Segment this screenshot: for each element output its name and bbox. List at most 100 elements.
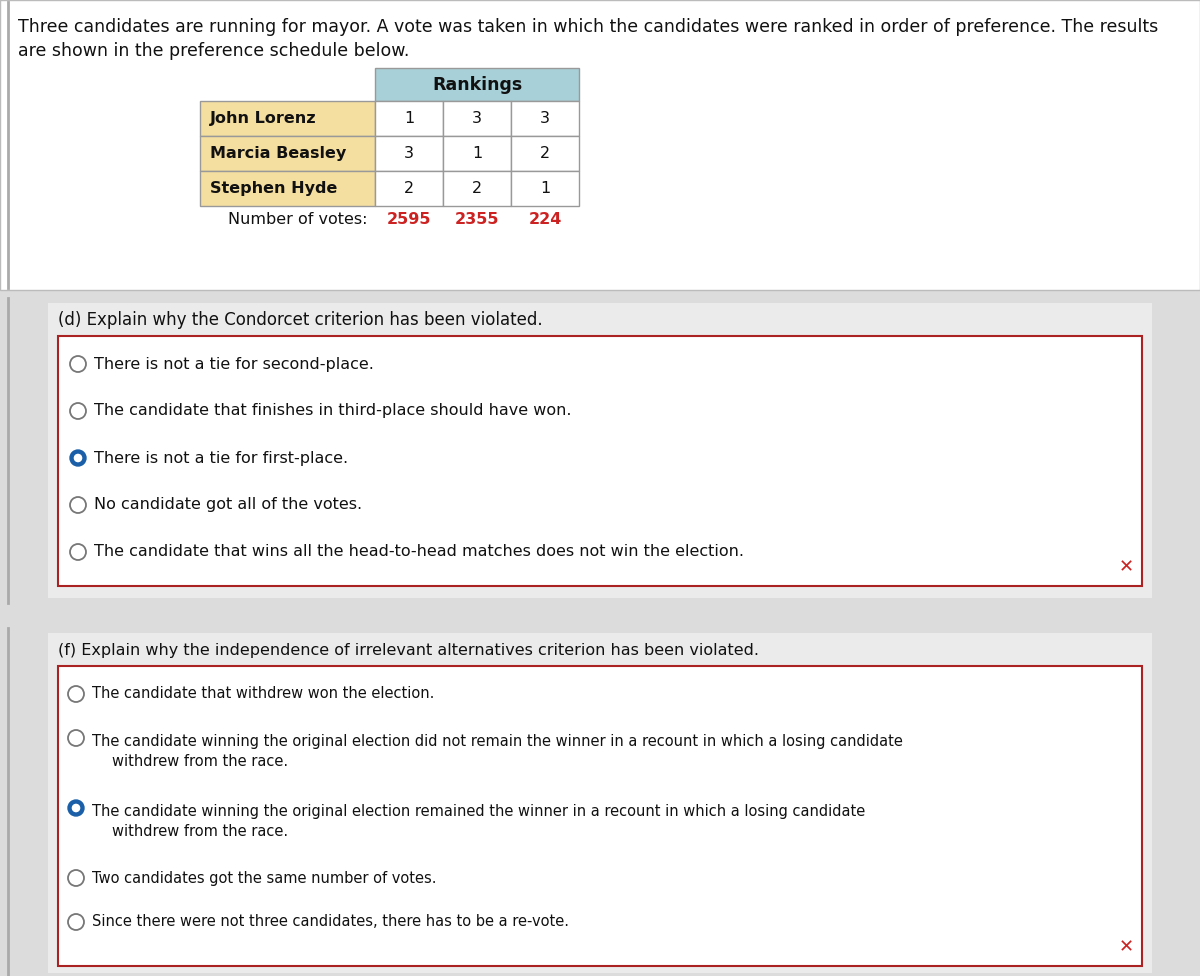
Bar [0,512,1200,544]
Bar [0,784,1200,816]
Bar [511,171,580,206]
Bar [0,736,1200,768]
Bar [0,816,1200,848]
Bar [0,608,1200,640]
Bar [0,96,1200,128]
Text: Number of votes:: Number of votes: [228,213,367,227]
Bar [0,640,1200,672]
Text: The candidate that finishes in third-place should have won.: The candidate that finishes in third-pla… [94,403,571,419]
Bar [0,422,1200,454]
Text: John Lorenz: John Lorenz [210,111,317,126]
Bar [200,171,374,206]
Bar [0,624,1200,976]
Bar [0,576,1200,608]
Bar [0,848,1200,880]
Bar [0,64,1200,96]
Text: are shown in the preference schedule below.: are shown in the preference schedule bel… [18,42,409,60]
Bar [48,303,1152,598]
Bar [374,101,443,136]
Bar [0,486,1200,518]
Text: withdrew from the race.: withdrew from the race. [112,754,288,769]
Bar [0,720,1200,752]
Bar [0,0,1200,32]
Bar [58,666,1142,966]
Text: The candidate winning the original election did not remain the winner in a recou: The candidate winning the original elect… [92,734,902,749]
Bar [0,448,1200,480]
Bar [0,896,1200,928]
Bar [0,384,1200,416]
Bar [0,358,1200,390]
Circle shape [68,800,84,816]
Bar [0,32,1200,64]
Bar [0,294,1200,326]
Text: There is not a tie for second-place.: There is not a tie for second-place. [94,356,374,372]
Text: 2355: 2355 [455,213,499,227]
Bar [0,912,1200,944]
Text: There is not a tie for first-place.: There is not a tie for first-place. [94,451,348,466]
Bar [0,352,1200,384]
Text: Since there were not three candidates, there has to be a re-vote.: Since there were not three candidates, t… [92,915,569,929]
Text: 2595: 2595 [386,213,431,227]
Bar [374,171,443,206]
Text: 224: 224 [528,213,562,227]
Text: Stephen Hyde: Stephen Hyde [210,181,337,196]
Bar [443,136,511,171]
Text: The candidate winning the original election remained the winner in a recount in : The candidate winning the original elect… [92,804,865,819]
Bar [0,928,1200,960]
Bar [374,68,580,101]
Bar [0,582,1200,614]
Text: 1: 1 [540,181,550,196]
Bar [0,294,1200,607]
Bar [0,544,1200,576]
Text: 3: 3 [404,146,414,161]
Text: 3: 3 [540,111,550,126]
Bar [0,752,1200,784]
Bar [0,128,1200,160]
Circle shape [70,450,86,466]
Text: ✕: ✕ [1118,938,1134,956]
Text: Marcia Beasley: Marcia Beasley [210,146,347,161]
Bar [58,336,1142,586]
Bar [0,320,1200,352]
Text: ✕: ✕ [1118,558,1134,576]
Text: No candidate got all of the votes.: No candidate got all of the votes. [94,498,362,512]
Bar [48,633,1152,973]
Bar [0,672,1200,704]
Bar [0,688,1200,720]
Text: (f) Explain why the independence of irrelevant alternatives criterion has been v: (f) Explain why the independence of irre… [58,642,760,658]
Text: The candidate that wins all the head-to-head matches does not win the election.: The candidate that wins all the head-to-… [94,545,744,559]
Bar [0,390,1200,422]
Bar [200,136,374,171]
Bar [0,800,1200,832]
Text: (d) Explain why the Condorcet criterion has been violated.: (d) Explain why the Condorcet criterion … [58,311,542,329]
Bar [0,518,1200,550]
Bar [0,704,1200,736]
Text: The candidate that withdrew won the election.: The candidate that withdrew won the elec… [92,686,434,702]
Bar [0,256,1200,288]
Bar [0,326,1200,358]
Text: 2: 2 [540,146,550,161]
Bar [511,136,580,171]
Text: withdrew from the race.: withdrew from the race. [112,824,288,839]
Bar [0,454,1200,486]
Bar [0,224,1200,256]
Text: 3: 3 [472,111,482,126]
Circle shape [74,455,82,462]
Text: 1: 1 [404,111,414,126]
Bar [0,416,1200,448]
Bar [374,136,443,171]
Bar [0,864,1200,896]
Bar [0,960,1200,976]
Bar [0,944,1200,976]
Text: 2: 2 [404,181,414,196]
Text: Two candidates got the same number of votes.: Two candidates got the same number of vo… [92,871,437,885]
Bar [0,832,1200,864]
Bar [0,480,1200,512]
Text: Three candidates are running for mayor. A vote was taken in which the candidates: Three candidates are running for mayor. … [18,18,1158,36]
Bar [0,288,1200,320]
Text: 2: 2 [472,181,482,196]
Text: Rankings: Rankings [432,75,522,94]
Bar [0,768,1200,800]
Bar [443,171,511,206]
Bar [0,880,1200,912]
